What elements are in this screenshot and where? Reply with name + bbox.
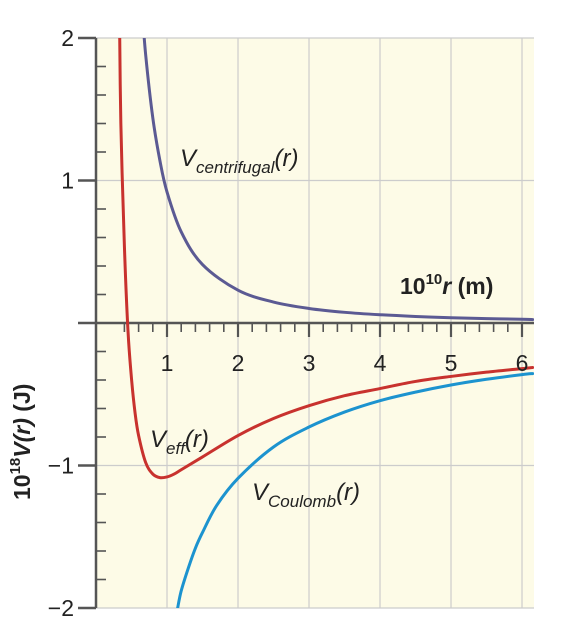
eff-curve: [118, 38, 534, 480]
coulomb-curve-label: VCoulomb(r): [252, 479, 360, 511]
x-tick-label-4: 4: [374, 350, 387, 376]
tick-labels: 1 2 3 4 5 6 −2 −1 1 2: [48, 25, 529, 621]
centrifugal-curve: [142, 38, 534, 322]
y-tick-label-2: 2: [61, 25, 74, 51]
curves: [118, 38, 534, 608]
x-tick-label-2: 2: [232, 350, 245, 376]
centrifugal-curve-label: Vcentrifugal(r): [180, 145, 298, 177]
axes: [78, 36, 534, 610]
x-tick-label-5: 5: [445, 350, 458, 376]
y-tick-label--1: −1: [48, 453, 74, 479]
eff-curve-label: Veff(r): [150, 426, 209, 458]
y-tick-label-1: 1: [61, 168, 74, 194]
coulomb-curve: [176, 372, 534, 608]
y-tick-label--2: −2: [48, 595, 74, 621]
y-axis-label: 1018V(r) (J): [7, 384, 35, 500]
x-axis-label: 1010r (m): [400, 271, 493, 299]
x-tick-label-1: 1: [161, 350, 174, 376]
x-tick-label-3: 3: [303, 350, 316, 376]
x-tick-label-6: 6: [516, 350, 529, 376]
